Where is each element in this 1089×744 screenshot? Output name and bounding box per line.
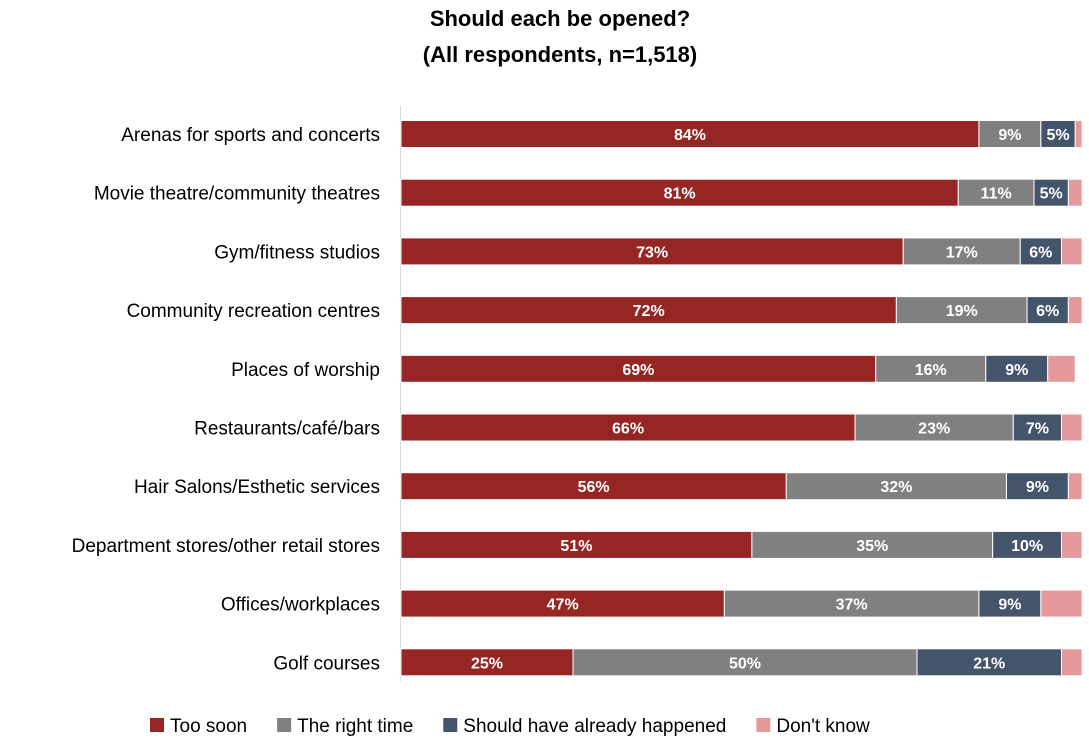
bar-segment: [854, 413, 1014, 442]
chart-title-line-1: Should each be opened?: [430, 6, 690, 31]
category-label: Department stores/other retail stores: [72, 536, 380, 557]
legend-swatch: [150, 718, 164, 732]
bar-segment: [895, 296, 1028, 325]
bar-segment: [1060, 237, 1083, 266]
data-label: 5%: [1040, 186, 1063, 203]
bar-segment: [1060, 530, 1083, 559]
bar-segment: [875, 354, 987, 383]
bar-segment: [400, 413, 856, 442]
data-label: 9%: [998, 127, 1021, 144]
bar-segment: [1040, 589, 1083, 618]
bar-segment: [723, 589, 980, 618]
bar-segment: [400, 296, 897, 325]
bar-segment: [1019, 237, 1062, 266]
bar-segment: [1067, 178, 1083, 207]
data-label: 7%: [1026, 421, 1049, 438]
category-label: Offices/workplaces: [221, 595, 380, 616]
category-label: Community recreation centres: [127, 301, 380, 322]
bar-segment: [978, 589, 1042, 618]
data-label: 32%: [880, 479, 912, 496]
legend-label: Don't know: [776, 716, 870, 737]
category-label: Restaurants/café/bars: [194, 419, 380, 440]
data-label: 6%: [1036, 303, 1059, 320]
data-label: 56%: [578, 479, 610, 496]
bar-segment: [916, 648, 1062, 677]
data-label: 9%: [998, 597, 1021, 614]
data-label: 50%: [729, 655, 761, 672]
bar-segment: [1005, 472, 1069, 501]
chart-title: Should each be opened? (All respondents,…: [423, 6, 697, 67]
bar-segment: [400, 472, 787, 501]
data-label: 16%: [915, 362, 947, 379]
bar-segment: [1047, 354, 1076, 383]
data-label: 72%: [633, 303, 665, 320]
legend-swatch: [756, 718, 771, 732]
data-label: 10%: [1011, 538, 1043, 555]
bar-segment: [1067, 472, 1083, 501]
data-label: 73%: [636, 244, 668, 261]
data-label: 84%: [674, 127, 706, 144]
data-label: 17%: [946, 244, 978, 261]
bar-segment: [1067, 296, 1083, 325]
data-label: 35%: [856, 538, 888, 555]
legend-label: Too soon: [170, 716, 247, 737]
legend-label: The right time: [297, 716, 413, 737]
data-label: 47%: [547, 597, 579, 614]
legend-swatch: [443, 718, 458, 732]
data-label: 6%: [1029, 244, 1052, 261]
data-label: 23%: [918, 421, 950, 438]
bar-segment: [751, 530, 994, 559]
bar-segment: [1040, 120, 1076, 148]
legend-swatch: [277, 718, 292, 732]
data-label: 9%: [1005, 362, 1028, 379]
bar-segment: [1074, 120, 1083, 148]
bar-segment: [400, 354, 877, 383]
bar-segment: [978, 120, 1042, 148]
data-label: 11%: [981, 186, 1012, 203]
bars-group: 84% 9% 5% 81% 11% 5% 73% 17% 6% 72% 19% 6% 69% 16% 9% 6…: [400, 120, 1083, 677]
category-label: Hair Salons/Esthetic services: [134, 477, 380, 498]
chart-title-line-2: (All respondents, n=1,518): [423, 42, 697, 67]
category-label: Arenas for sports and concerts: [121, 125, 380, 146]
data-label: 66%: [612, 421, 644, 438]
data-label: 37%: [836, 597, 868, 614]
data-label: 5%: [1046, 127, 1069, 144]
data-label: 25%: [471, 655, 503, 672]
bar-segment: [1012, 413, 1062, 442]
category-label: Movie theatre/community theatres: [94, 184, 380, 205]
bar-segment: [572, 648, 918, 677]
bar-segment: [1060, 648, 1083, 677]
data-label: 19%: [946, 303, 978, 320]
category-labels: Arenas for sports and concerts Movie thea…: [72, 125, 380, 674]
data-label: 9%: [1026, 479, 1049, 496]
data-label: 51%: [560, 538, 592, 555]
legend: Too soon The right time Should have alread…: [150, 716, 870, 737]
category-label: Gym/fitness studios: [214, 242, 380, 263]
bar-segment: [785, 472, 1007, 501]
category-label: Places of worship: [231, 360, 380, 381]
data-label: 69%: [622, 362, 654, 379]
bar-segment: [1060, 413, 1083, 442]
data-label: 21%: [973, 655, 1005, 672]
bar-segment: [400, 648, 574, 677]
category-label: Golf courses: [273, 653, 380, 674]
legend-label: Should have already happened: [463, 716, 726, 737]
bar-segment: [985, 354, 1049, 383]
bar-segment: [992, 530, 1062, 559]
data-label: 81%: [664, 186, 696, 203]
